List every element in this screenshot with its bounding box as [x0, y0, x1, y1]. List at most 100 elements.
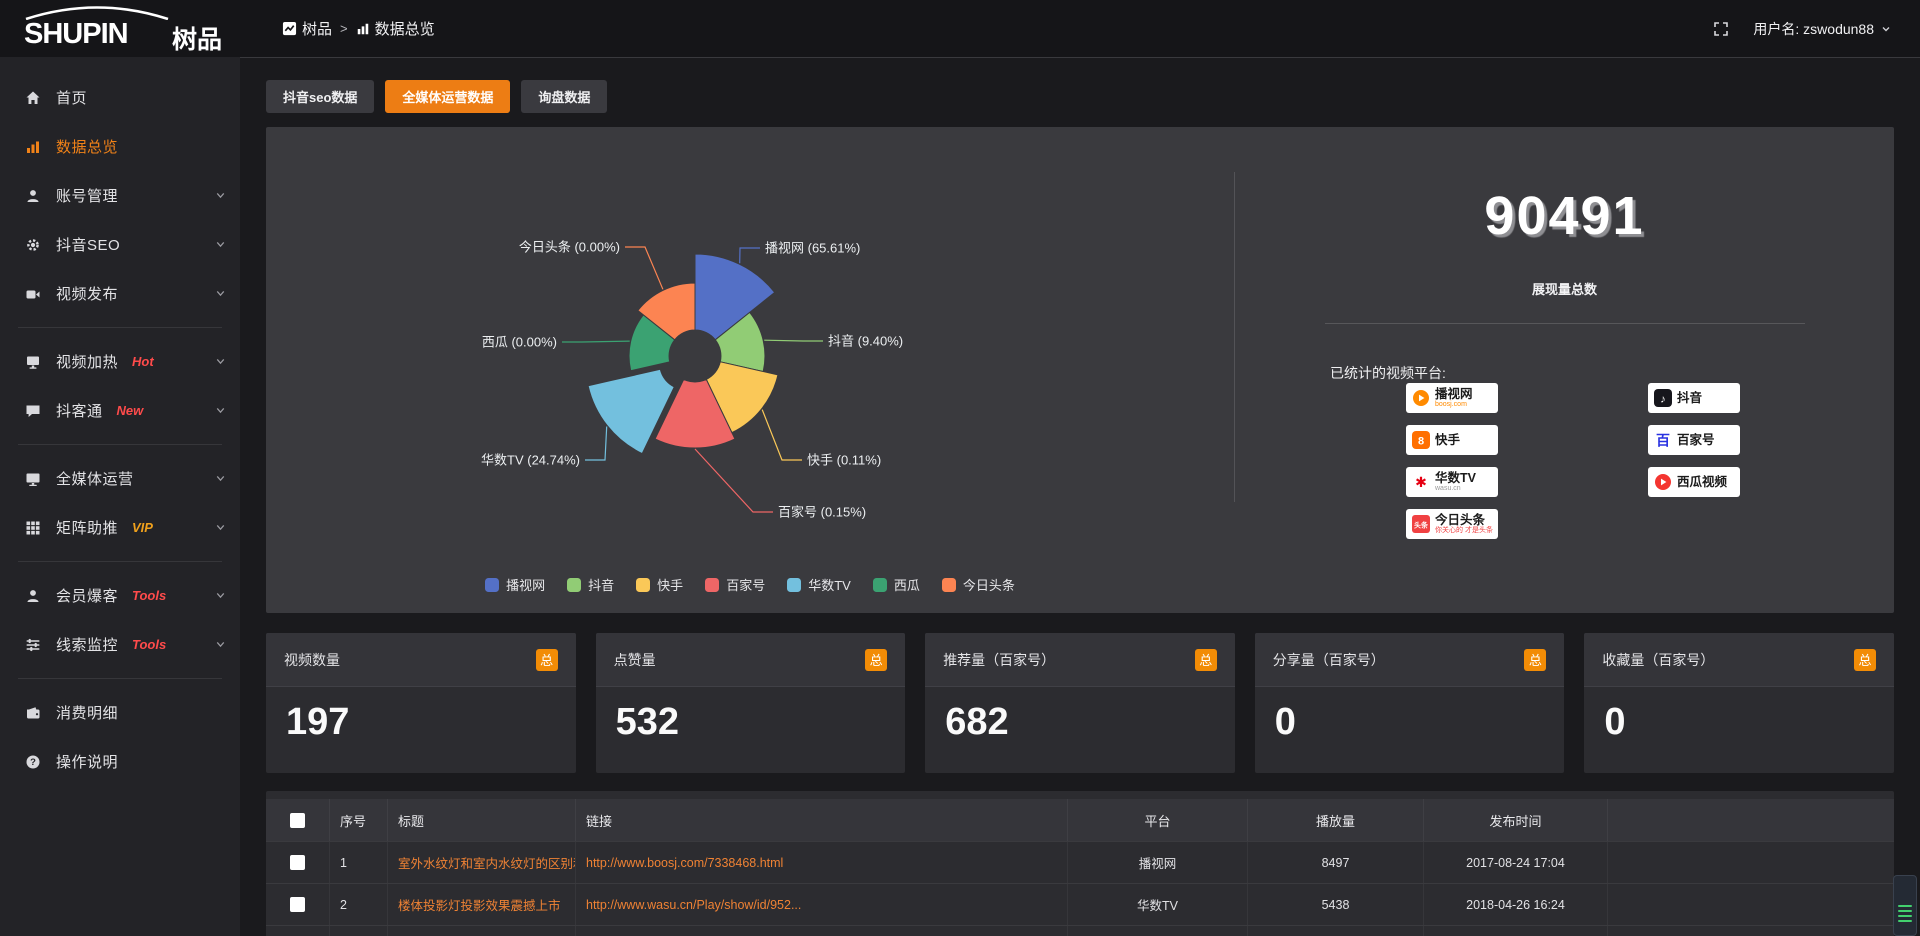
sidebar-item-label: 抖音SEO: [56, 237, 121, 254]
stat-card-title: 视频数量: [284, 651, 340, 668]
kuaishou-logo-icon: 8: [1412, 431, 1430, 449]
total-badge: 总: [535, 648, 558, 671]
video-title[interactable]: 楼体投影灯投影效果震撼上市: [388, 884, 576, 925]
sidebar-item-matrix-boost[interactable]: 矩阵助推 VIP: [0, 503, 240, 552]
platform-badges-left: 播视网 boosj.com 8 快手 ✱ 华数TV wasu.cn 头条 今日头条 你关心的 才是…: [1406, 383, 1498, 539]
platform-badges-right: ♪ 抖音百百家号 西瓜视频: [1648, 383, 1740, 497]
legend-item[interactable]: 抖音: [567, 575, 614, 594]
pie-label: 今日头条 (0.00%): [519, 240, 620, 255]
pie-label-line: [739, 247, 760, 264]
sidebar-item-expense-detail[interactable]: 消费明细: [0, 688, 240, 737]
legend-item[interactable]: 华数TV: [787, 575, 851, 594]
pie-slice-4[interactable]: 华数TV: [587, 368, 675, 455]
video-platform: 播视网: [1068, 842, 1248, 883]
sidebar-item-home[interactable]: 首页: [0, 73, 240, 122]
fullscreen-icon[interactable]: [1713, 21, 1729, 37]
legend-item[interactable]: 今日头条: [941, 575, 1015, 594]
pie-label: 抖音 (9.40%): [828, 334, 903, 349]
video-link[interactable]: http://www.wasu.cn/Play/show/id/952...: [576, 884, 1068, 925]
sidebar-item-video-publish[interactable]: 视频发布: [0, 269, 240, 318]
row-checkbox[interactable]: [290, 855, 305, 870]
pie-slice-0[interactable]: 播视网: [694, 253, 776, 341]
sidebar-item-tag: New: [116, 403, 144, 418]
pie-label-line: [585, 426, 608, 461]
sidebar-item-member-burst[interactable]: 会员爆客 Tools: [0, 571, 240, 620]
video-title[interactable]: 室外水纹灯和室内水纹灯的区别和简介: [388, 842, 576, 883]
video-icon: [25, 286, 41, 302]
douyin-logo-icon: ♪: [1654, 389, 1672, 407]
video-link[interactable]: http://www.boosj.com/7338468.html: [576, 842, 1068, 883]
pie-slice-3[interactable]: 百家号: [654, 378, 736, 449]
floating-widget[interactable]: [1893, 875, 1917, 936]
sidebar-item-label: 矩阵助推: [56, 520, 119, 537]
legend-swatch: [705, 577, 720, 592]
tab-douyin-seo-data[interactable]: 抖音seo数据: [266, 80, 375, 113]
stat-card-value: 682: [945, 701, 1009, 743]
legend-item[interactable]: 播视网: [485, 575, 545, 594]
sidebar-item-media-ops[interactable]: 全媒体运营: [0, 454, 240, 503]
user-menu[interactable]: 用户名: zswodun88: [1753, 19, 1892, 39]
video-platform: 华数TV: [1068, 884, 1248, 925]
bar-chart-icon: [25, 139, 41, 155]
tab-media-ops-data[interactable]: 全媒体运营数据: [385, 80, 511, 113]
stat-card-value: 532: [615, 701, 679, 743]
breadcrumb-current[interactable]: 数据总览: [356, 18, 435, 39]
row-spacer: [1608, 842, 1894, 883]
sidebar-item-tag: VIP: [132, 520, 153, 535]
stat-card-value: 0: [1274, 701, 1296, 743]
select-all-checkbox[interactable]: [290, 812, 305, 828]
stat-card-0: 视频数量 总 197: [266, 633, 576, 773]
sidebar-divider: [18, 678, 222, 679]
sidebar-item-douyin-seo[interactable]: 抖音SEO: [0, 220, 240, 269]
pie-slice-6[interactable]: 今日头条: [637, 282, 696, 341]
pie-label-line: [625, 246, 664, 290]
tab-inquiry-data[interactable]: 询盘数据: [521, 80, 608, 113]
platform-badge-name: 播视网: [1435, 386, 1473, 401]
stat-card-4: 收藏量（百家号） 总 0: [1584, 633, 1894, 773]
table-row: 2 楼体投影灯投影效果震撼上市 http://www.wasu.cn/Play/sh…: [266, 883, 1894, 925]
sidebar-item-video-heat[interactable]: 视频加热 Hot: [0, 337, 240, 386]
row-checkbox[interactable]: [290, 897, 305, 912]
boosj-logo-icon: [1412, 389, 1430, 407]
pie-label: 播视网 (65.61%): [765, 241, 860, 256]
chat-icon: [25, 403, 41, 419]
chevron-down-icon: [214, 355, 227, 368]
impressions-total-label: 展现量总数: [1531, 282, 1597, 297]
legend-label: 今日头条: [962, 578, 1015, 593]
pie-label: 快手 (0.11%): [807, 453, 881, 468]
platform-badge-name: 华数TV: [1435, 470, 1476, 485]
legend-label: 抖音: [588, 578, 615, 593]
sidebar-divider: [18, 327, 222, 328]
publish-time: 2018-04-26 16:24: [1424, 884, 1608, 925]
legend-label: 西瓜: [893, 578, 920, 593]
stat-card-1: 点赞量 总 532: [595, 633, 906, 773]
sidebar-item-data-overview[interactable]: 数据总览: [0, 122, 240, 171]
sliders-icon: [25, 637, 41, 653]
legend-item[interactable]: 西瓜: [872, 575, 920, 594]
sidebar-divider: [18, 561, 222, 562]
pie-label-line: [562, 340, 630, 343]
sidebar-item-douketong[interactable]: 抖客通 New: [0, 386, 240, 435]
legend-item[interactable]: 快手: [636, 575, 683, 594]
toutiao-logo-icon: 头条: [1412, 515, 1430, 533]
sidebar-item-account-mgmt[interactable]: 账号管理: [0, 171, 240, 220]
sidebar-item-help[interactable]: ? 操作说明: [0, 737, 240, 786]
platform-badge-boosj: 播视网 boosj.com: [1406, 383, 1498, 413]
sidebar-item-clue-monitor[interactable]: 线索监控 Tools: [0, 620, 240, 669]
platform-badge-name: 百家号: [1677, 432, 1715, 447]
breadcrumb-root-label: 树品: [302, 21, 333, 38]
row-index: 2: [330, 884, 388, 925]
play-count: 5438: [1248, 884, 1424, 925]
stat-card-title: 推荐量（百家号）: [943, 651, 1056, 668]
pie-label: 西瓜 (0.00%): [482, 335, 557, 350]
sidebar-item-tag: Tools: [132, 637, 167, 652]
column-header: 平台: [1068, 799, 1248, 841]
table-header-row: 序号 标题 链接 平台 播放量 发布时间: [266, 799, 1894, 841]
breadcrumb-root[interactable]: 树品: [282, 18, 332, 39]
chart-legend: 播视网 抖音 快手 百家号 华数TV 西瓜 今日头条: [266, 575, 1234, 594]
column-header: 标题: [388, 799, 576, 841]
table-row: 1室外水纹灯和室内水纹灯的区别和简介http://www.boosj.com/7…: [266, 841, 1894, 883]
legend-item[interactable]: 百家号: [705, 575, 765, 594]
pie-label-line: [694, 448, 773, 513]
home-icon: [25, 90, 41, 106]
